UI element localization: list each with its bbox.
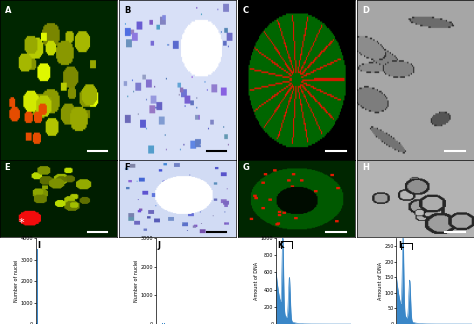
Text: A: A [5,6,11,16]
Text: I: I [37,241,40,250]
Text: J: J [157,241,160,250]
Y-axis label: Amount of DNA: Amount of DNA [255,262,259,300]
Y-axis label: Number of nuclei: Number of nuclei [14,260,19,302]
Text: K: K [278,241,284,250]
Text: D: D [362,6,369,16]
Text: H: H [362,163,369,172]
Text: F: F [124,163,129,172]
Text: C: C [243,6,249,16]
Y-axis label: Number of nuclei: Number of nuclei [134,260,139,302]
Bar [39,322,40,324]
Bar [162,323,163,324]
Text: G: G [243,163,250,172]
Bar [44,323,45,324]
Y-axis label: Amount of DNA: Amount of DNA [378,262,383,300]
Bar [37,249,38,324]
Text: B: B [124,6,130,16]
Text: *: * [18,218,24,228]
Text: E: E [5,163,10,172]
Text: L: L [398,241,403,250]
